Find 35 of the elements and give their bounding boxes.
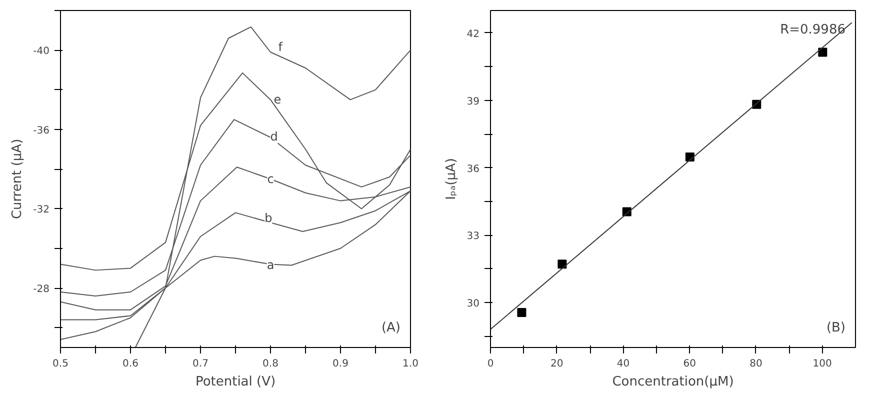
point [818, 48, 828, 57]
x-tick-label: 80 [750, 358, 762, 370]
x-tick-label: 0.8 [262, 358, 278, 370]
y-tick-label: 30 [466, 298, 480, 310]
annotation: b [264, 211, 272, 226]
y-tick-label: -28 [33, 284, 50, 296]
annotation: (A) [381, 320, 401, 336]
y-tick-label: -36 [33, 125, 50, 136]
point [558, 260, 567, 269]
y-tick-label: 42 [466, 28, 480, 40]
annotation: f [278, 40, 284, 54]
x-tick-label: 100 [812, 358, 832, 370]
annotation: (B) [826, 320, 846, 336]
x-tick-label: 0.7 [192, 358, 208, 370]
y-tick-label: 33 [466, 231, 480, 242]
x-tick-label: 1.0 [402, 358, 418, 370]
x-tick-label: 20 [550, 358, 564, 370]
y-axis-title: Current (μA) [10, 138, 26, 220]
annotation: d [270, 130, 278, 144]
point [517, 308, 526, 317]
x-tick-label: 40 [616, 358, 630, 370]
y-axis-title: Iₚₐ(μA) [444, 158, 459, 200]
x-tick-label: 0.5 [52, 358, 68, 370]
x-tick-label: 0.9 [332, 358, 348, 370]
y-tick-label: -40 [33, 46, 50, 58]
y-tick-label: 39 [466, 96, 480, 108]
x-tick-label: 0 [487, 358, 494, 370]
x-tick-label: 0.6 [122, 358, 138, 370]
annotation: e [274, 92, 282, 107]
annotation: R=0.9986 [780, 22, 846, 38]
y-tick-label: 36 [466, 164, 480, 175]
x-axis-title: Concentration(μM) [612, 374, 734, 390]
x-tick-label: 60 [683, 358, 696, 370]
x-axis-title: Potential (V) [195, 374, 276, 390]
y-tick-label: -32 [33, 204, 50, 216]
